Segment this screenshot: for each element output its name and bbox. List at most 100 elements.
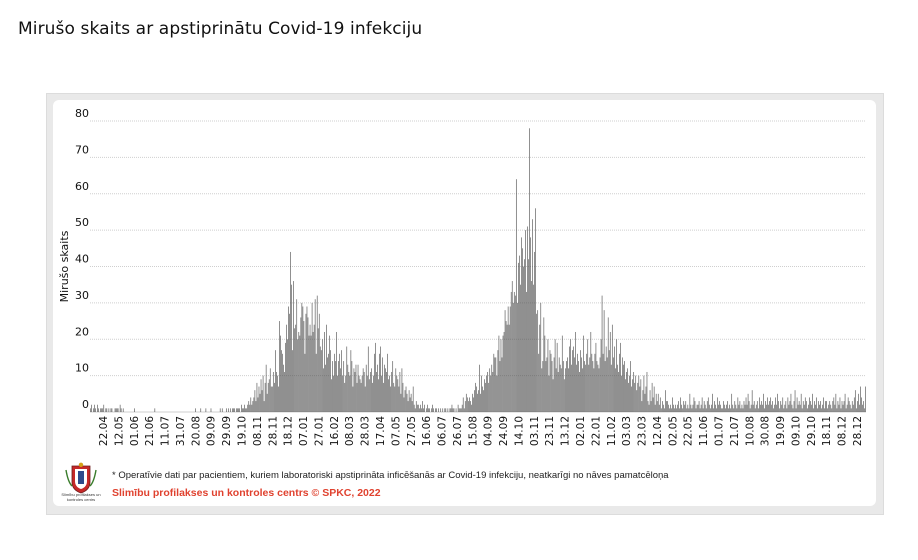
bar: [378, 379, 379, 412]
bar: [511, 281, 513, 412]
bar: [407, 401, 409, 412]
bar: [615, 368, 616, 412]
y-tick-label: 40: [75, 253, 89, 266]
x-tick-label: 20.08: [190, 416, 202, 446]
bar: [701, 397, 703, 412]
bar: [471, 404, 472, 412]
bar: [549, 350, 551, 412]
bar: [418, 408, 420, 412]
bar: [590, 331, 592, 412]
bar: [631, 386, 632, 412]
bar: [655, 393, 657, 412]
bar: [359, 379, 361, 412]
bar: [101, 408, 103, 412]
bar: [234, 408, 235, 412]
bar: [219, 408, 221, 412]
bar: [323, 368, 324, 412]
bar: [838, 404, 840, 412]
bar: [288, 306, 289, 412]
x-tick-label: 08.12: [837, 416, 849, 446]
bar: [602, 353, 604, 412]
bar: [527, 226, 528, 412]
bar: [515, 179, 517, 412]
bar: [775, 397, 776, 412]
bar: [778, 401, 779, 412]
y-tick-label: 10: [75, 362, 89, 375]
bar: [576, 364, 577, 412]
x-tick-label: 14.10: [514, 416, 526, 446]
bar: [827, 408, 829, 412]
bar: [261, 390, 263, 412]
bar: [671, 408, 672, 412]
bar: [771, 404, 772, 412]
x-tick-label: 22.01: [590, 416, 602, 446]
bar: [531, 281, 532, 412]
bar: [692, 404, 694, 412]
bar: [831, 408, 833, 412]
bar: [539, 324, 541, 412]
bar: [237, 408, 238, 412]
x-tick-label: 01.06: [129, 416, 141, 446]
bar: [806, 408, 808, 412]
bar: [851, 401, 853, 412]
bar: [232, 408, 233, 412]
bar: [675, 404, 676, 412]
bar: [463, 408, 465, 412]
bar: [706, 401, 708, 412]
x-tick-label: 11.02: [606, 416, 618, 446]
bar: [389, 375, 390, 413]
bar: [478, 390, 479, 412]
bar: [825, 401, 826, 412]
bar: [466, 397, 468, 412]
bar: [241, 404, 242, 412]
logo-caption: Slimību profilakses un kontroles centrs: [61, 492, 101, 502]
bar: [520, 284, 521, 412]
bar: [828, 404, 830, 412]
bar: [320, 350, 322, 412]
bar: [709, 408, 711, 412]
bar: [700, 404, 702, 412]
bar: [388, 379, 389, 412]
bar: [629, 375, 630, 413]
bar: [756, 401, 758, 412]
bar: [397, 379, 399, 412]
bar: [100, 408, 102, 412]
bar: [417, 404, 419, 412]
bar: [111, 408, 113, 412]
bar: [776, 404, 777, 412]
bar: [814, 401, 815, 412]
bar: [731, 393, 733, 412]
x-tick-label: 03.11: [529, 416, 541, 446]
bar: [541, 368, 543, 412]
bar: [816, 397, 817, 412]
bar: [295, 324, 297, 412]
bar: [93, 408, 94, 412]
bar: [732, 404, 734, 412]
bar: [532, 219, 533, 412]
bar: [724, 404, 725, 412]
bar: [555, 368, 557, 412]
bar: [522, 248, 523, 412]
bar: [435, 408, 436, 412]
bar: [669, 408, 670, 412]
bar: [739, 401, 741, 412]
bar: [653, 386, 655, 412]
bar: [663, 404, 664, 412]
bar: [540, 302, 542, 413]
bar: [552, 379, 554, 412]
bar: [586, 353, 588, 412]
bar: [677, 404, 678, 412]
bar: [393, 382, 395, 412]
bar: [263, 401, 265, 412]
x-tick-label: 07.01: [298, 416, 310, 446]
bar: [789, 401, 791, 412]
bar: [491, 364, 493, 412]
bar: [312, 331, 314, 412]
bar: [517, 302, 518, 413]
bar: [582, 368, 583, 412]
bar: [741, 404, 743, 412]
bar: [643, 375, 645, 413]
bar: [743, 401, 745, 412]
bar: [116, 408, 118, 412]
bar: [373, 375, 374, 413]
